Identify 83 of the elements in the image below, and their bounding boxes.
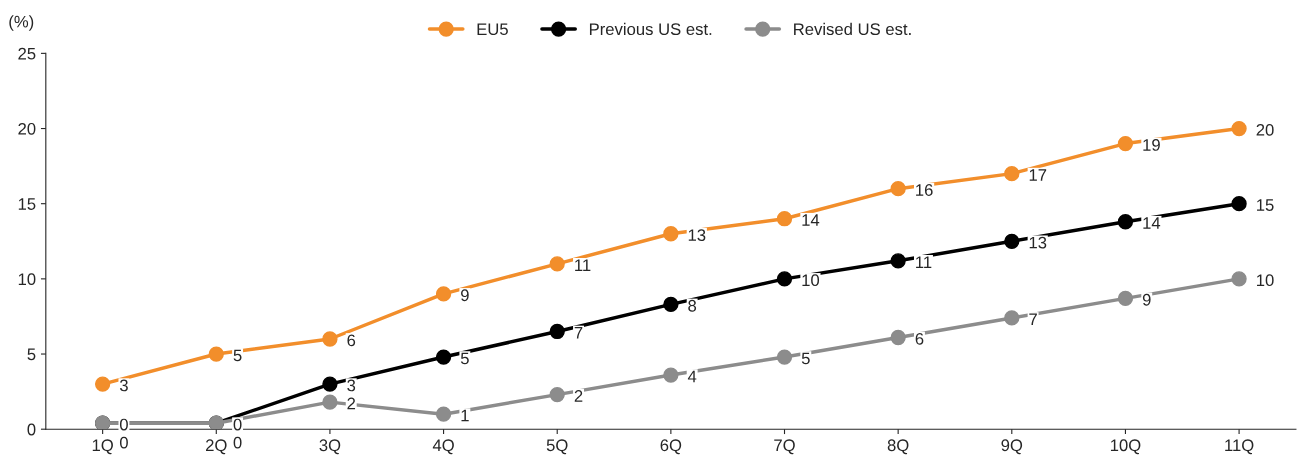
data-label: 17 (1029, 169, 1047, 181)
point (435, 286, 452, 302)
point (1231, 196, 1247, 212)
point (322, 376, 338, 392)
point (549, 256, 565, 272)
x-tick-label: 11Q (1225, 439, 1254, 455)
data-label: 8 (688, 299, 697, 312)
point (776, 271, 793, 287)
x-tick-label: 7Q (774, 439, 795, 455)
point (890, 253, 906, 269)
data-label: 14 (802, 214, 820, 226)
data-label: 14 (1143, 217, 1161, 229)
y-tick-label: 10 (18, 273, 36, 286)
data-label: 19 (1143, 139, 1160, 151)
data-label: 3 (347, 379, 356, 392)
data-label: 0 (233, 418, 242, 431)
x-tick-label: 10Q (1110, 439, 1141, 455)
x-tick-label: 3Q (319, 439, 341, 455)
point (435, 349, 452, 365)
data-label: 3 (119, 379, 128, 392)
point (776, 349, 793, 365)
point (1004, 310, 1020, 326)
legend-label: Previous US est. (589, 22, 712, 36)
point (1117, 135, 1134, 152)
y-axis-title: (%) (9, 15, 34, 31)
point (1231, 271, 1247, 287)
point (1231, 120, 1247, 137)
y-tick-label: 15 (18, 198, 36, 210)
point (663, 296, 679, 313)
x-tick-label: 1Q (92, 439, 113, 455)
data-label: 6 (915, 332, 924, 345)
point (663, 226, 679, 242)
data-label: 9 (1142, 293, 1151, 306)
data-label: 4 (687, 370, 697, 383)
point (549, 323, 565, 340)
data-label: 1 (461, 409, 469, 422)
data-label: 20 (1256, 123, 1274, 136)
data-label: 0 (233, 436, 242, 449)
data-label: 5 (460, 352, 469, 365)
point (1117, 290, 1134, 307)
y-tick-label: 0 (27, 423, 36, 436)
data-label: 0 (119, 418, 128, 431)
point (890, 181, 906, 197)
data-label: 7 (1029, 313, 1037, 326)
x-tick-label: 5Q (546, 439, 568, 455)
data-label: 13 (688, 229, 706, 242)
point (776, 211, 793, 227)
x-tick-label: 6Q (660, 439, 682, 455)
x-tick-label: 8Q (887, 439, 909, 455)
data-label: 2 (574, 390, 583, 402)
data-label: 11 (916, 256, 932, 268)
point (890, 329, 906, 346)
data-label: 10 (1257, 274, 1274, 287)
data-label: 9 (461, 289, 469, 302)
point (94, 376, 111, 392)
point (549, 386, 565, 403)
y-tick-label: 20 (18, 122, 36, 135)
data-label: 5 (233, 349, 242, 362)
data-label: 16 (916, 184, 933, 196)
point (435, 406, 452, 422)
y-tick-label: 5 (27, 348, 36, 361)
x-tick-label: 2Q (206, 439, 227, 455)
y-tick-label: 25 (18, 47, 36, 60)
point (663, 367, 679, 383)
legend-label: EU5 (477, 23, 508, 36)
data-label: 13 (1029, 236, 1047, 249)
data-label: 5 (801, 352, 810, 365)
data-label: 11 (575, 259, 591, 271)
data-label: 15 (1257, 199, 1274, 211)
point (322, 331, 338, 347)
point (208, 346, 224, 362)
point (1004, 165, 1020, 182)
point (322, 394, 338, 410)
data-label: 0 (119, 436, 128, 449)
legend-label: Revised US est. (794, 22, 911, 36)
x-tick-label: 4Q (432, 439, 454, 455)
point (1117, 214, 1134, 230)
x-tick-label: 9Q (1001, 439, 1023, 455)
data-label: 7 (574, 327, 583, 339)
data-label: 10 (802, 274, 820, 287)
data-label: 2 (347, 397, 356, 410)
data-label: 6 (347, 334, 356, 347)
point (1004, 233, 1020, 249)
